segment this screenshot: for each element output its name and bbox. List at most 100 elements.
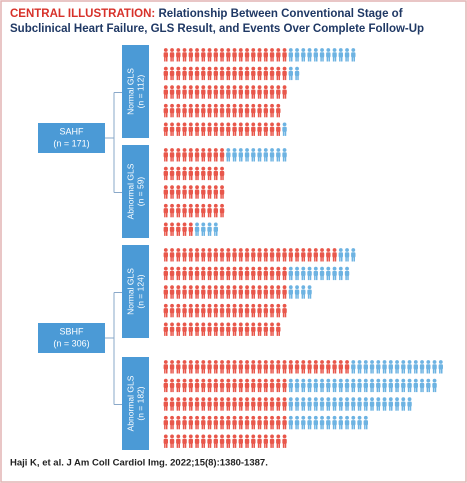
icon-leg xyxy=(207,387,210,393)
icon-head xyxy=(345,48,349,52)
icon-head xyxy=(213,322,218,327)
icon-leg xyxy=(251,131,254,136)
icon-body xyxy=(232,89,237,95)
icon-body xyxy=(226,108,231,114)
icon-head xyxy=(301,266,306,271)
person-icon xyxy=(188,85,193,99)
icon-leg xyxy=(172,57,174,62)
icon-leg xyxy=(214,212,216,218)
person-icon xyxy=(232,360,237,374)
icon-body xyxy=(382,401,387,407)
icon-body xyxy=(344,401,350,407)
icon-leg xyxy=(428,369,430,374)
icon-leg xyxy=(222,75,224,81)
person-icon xyxy=(219,66,225,81)
icon-leg xyxy=(359,387,362,393)
icon-head xyxy=(338,378,343,383)
icon-leg xyxy=(203,175,205,181)
icon-head xyxy=(195,185,199,190)
icon-leg xyxy=(251,75,254,81)
icon-head xyxy=(163,322,168,327)
icon-leg xyxy=(239,387,241,393)
icon-body xyxy=(201,52,206,58)
person-icon xyxy=(326,415,331,430)
icon-leg xyxy=(270,443,272,448)
person-icon xyxy=(238,48,243,62)
person-icon xyxy=(213,415,218,430)
icon-leg xyxy=(195,387,197,393)
icon-leg xyxy=(345,424,347,430)
person-icon xyxy=(182,322,187,336)
icon-leg xyxy=(239,294,241,299)
person-icon xyxy=(269,303,275,318)
icon-head xyxy=(301,397,306,402)
icon-leg xyxy=(266,294,268,299)
icon-head xyxy=(332,415,337,420)
icon-head xyxy=(163,415,168,420)
icon-head xyxy=(232,360,237,364)
icon-body xyxy=(163,189,168,195)
icon-head xyxy=(163,148,168,152)
person-icon xyxy=(188,66,193,81)
icon-leg xyxy=(282,369,285,374)
icon-leg xyxy=(307,275,310,281)
icon-leg xyxy=(245,312,247,318)
icon-body xyxy=(188,126,193,132)
icon-leg xyxy=(264,443,266,448)
icon-leg xyxy=(257,331,260,336)
icon-head xyxy=(201,285,206,290)
icon-leg xyxy=(228,369,230,374)
icon-leg xyxy=(176,275,179,281)
icon-leg xyxy=(166,57,168,62)
icon-leg xyxy=(232,157,235,162)
icon-leg xyxy=(222,175,224,181)
icon-leg xyxy=(234,331,237,336)
icon-body xyxy=(282,438,287,444)
icon-leg xyxy=(266,424,268,430)
icon-head xyxy=(188,66,193,71)
icon-leg xyxy=(276,57,279,62)
icon-leg xyxy=(332,257,335,262)
icon-leg xyxy=(228,294,230,299)
icon-head xyxy=(282,397,287,402)
icon-head xyxy=(257,303,262,308)
icon-leg xyxy=(184,312,187,318)
person-icon xyxy=(182,378,187,393)
person-icon xyxy=(282,248,287,262)
icon-head xyxy=(188,378,193,383)
icon-body xyxy=(207,382,212,389)
icon-head xyxy=(238,85,243,90)
person-icon xyxy=(163,222,168,236)
icon-leg xyxy=(257,312,260,318)
icon-leg xyxy=(291,294,293,299)
icon-leg xyxy=(226,294,229,299)
person-icon xyxy=(244,434,250,448)
icon-leg xyxy=(184,369,187,374)
icon-leg xyxy=(309,387,312,393)
icon-body xyxy=(213,108,218,114)
icon-leg xyxy=(347,406,349,411)
icon-leg xyxy=(182,257,185,262)
icon-head xyxy=(263,360,268,364)
icon-body xyxy=(251,108,256,114)
icon-head xyxy=(201,85,206,90)
person-icon xyxy=(169,434,175,448)
icon-head xyxy=(207,360,212,364)
icon-leg xyxy=(209,231,212,236)
icon-head xyxy=(295,266,299,271)
icon-leg xyxy=(234,369,237,374)
title-line: Subclinical Heart Failure, GLS Result, a… xyxy=(10,23,424,35)
person-icon xyxy=(163,66,168,81)
person-icon xyxy=(263,85,268,99)
icon-body xyxy=(194,70,200,77)
icon-leg xyxy=(266,57,268,62)
icon-body xyxy=(282,270,287,277)
icon-leg xyxy=(234,387,237,393)
icon-body xyxy=(263,308,268,314)
icon-head xyxy=(201,397,206,402)
icon-leg xyxy=(259,387,262,393)
icon-body xyxy=(282,152,287,158)
icon-leg xyxy=(241,387,243,393)
icon-body xyxy=(269,108,275,114)
